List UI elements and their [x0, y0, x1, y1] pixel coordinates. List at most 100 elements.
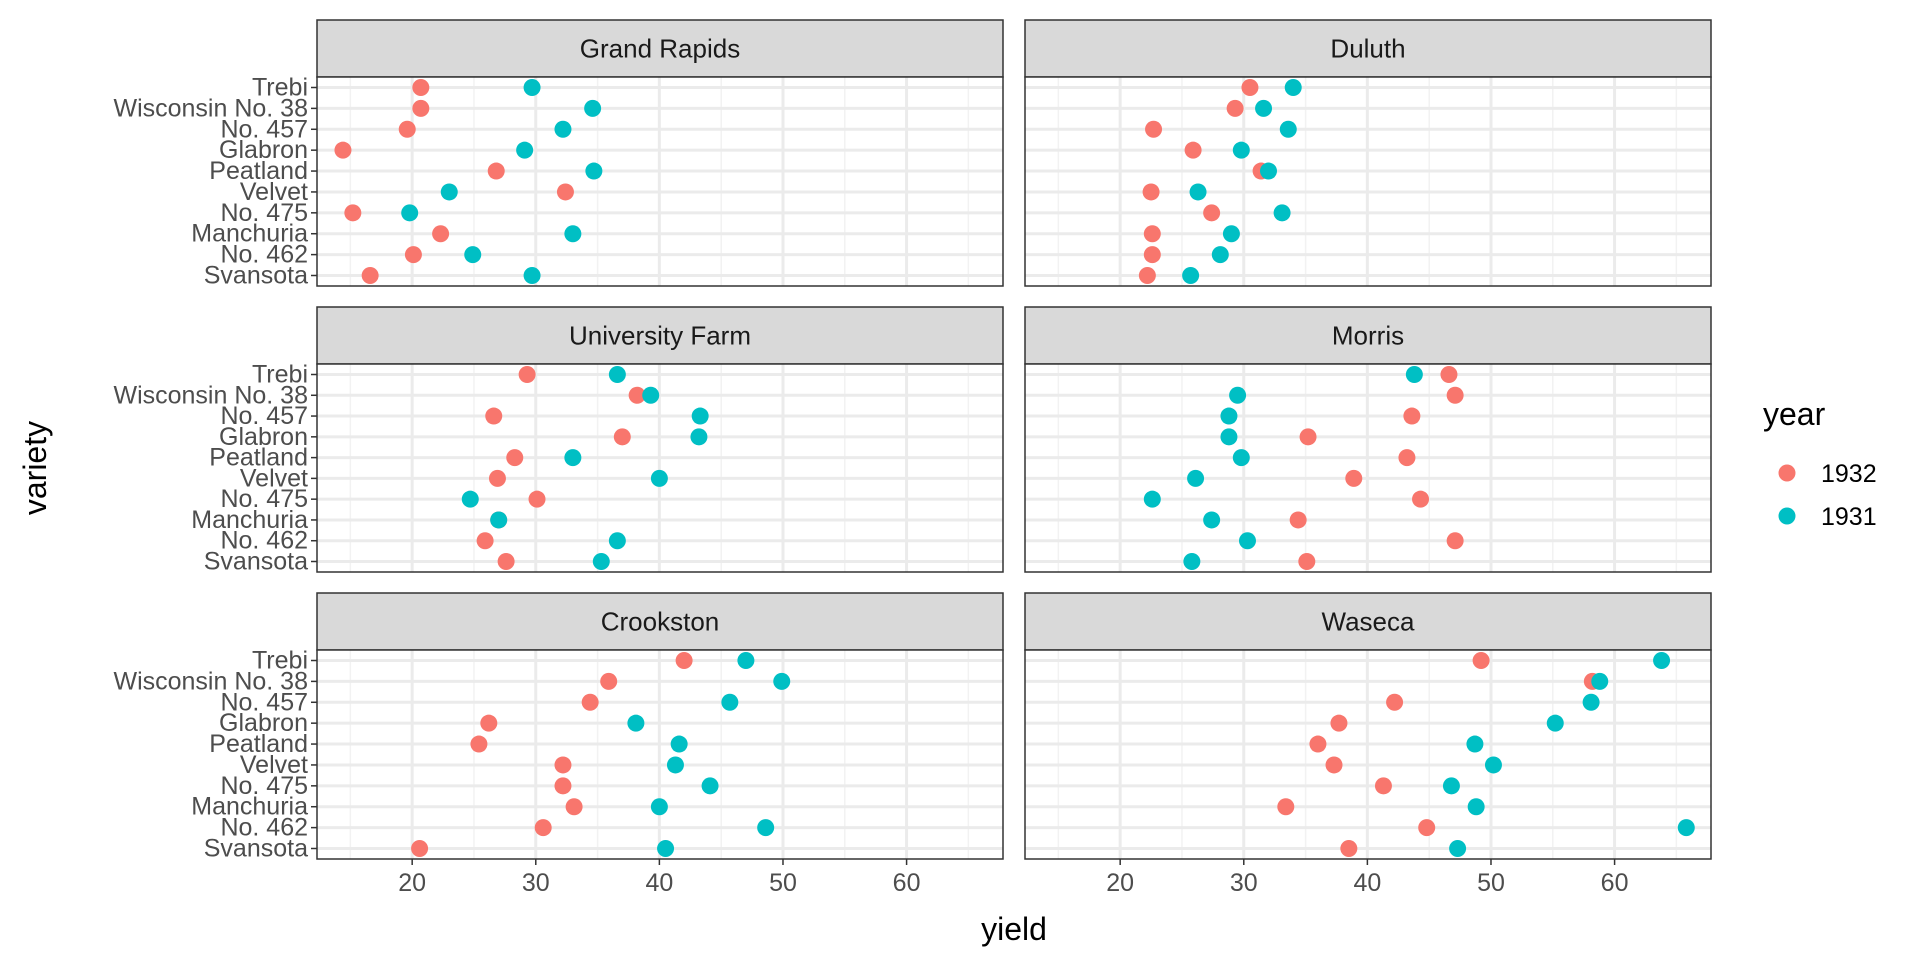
point-1932-duluth-trebi [1241, 79, 1259, 96]
point-1932-waseca-svansota [1340, 840, 1358, 857]
y-tick-label-glabron: Glabron [219, 423, 308, 451]
point-1932-university-farm-trebi [518, 366, 536, 383]
y-tick-label-svansota: Svansota [204, 548, 308, 576]
point-1932-university-farm-velvet [488, 469, 506, 487]
strip-label-university-farm: University Farm [569, 321, 751, 351]
point-1931-morris-no-457 [1220, 407, 1238, 425]
point-1932-grand-rapids-peatland [487, 162, 505, 180]
point-1932-duluth-glabron [1184, 141, 1202, 159]
point-1931-waseca-svansota [1449, 840, 1467, 857]
point-1931-duluth-wisconsin-no-38 [1255, 99, 1273, 117]
point-1932-grand-rapids-trebi [412, 79, 430, 96]
point-1931-waseca-wisconsin-no-38 [1591, 672, 1609, 690]
y-tick-label-no-457: No. 457 [220, 402, 308, 430]
point-1932-waseca-velvet [1325, 756, 1343, 774]
y-tick-label-trebi: Trebi [252, 74, 308, 102]
point-1931-morris-no-462 [1238, 532, 1256, 550]
point-1931-crookston-manchuria [650, 798, 668, 816]
point-1932-crookston-wisconsin-no-38 [600, 672, 618, 690]
strip-label-morris: Morris [1332, 321, 1404, 351]
y-tick-label-no-462: No. 462 [220, 241, 308, 269]
point-1932-crookston-glabron [480, 714, 498, 732]
point-1931-university-farm-no-475 [461, 490, 479, 508]
point-1932-waseca-no-475 [1374, 777, 1392, 795]
y-tick-label-wisconsin-no-38: Wisconsin No. 38 [113, 381, 308, 409]
x-tick-label-40: 40 [645, 869, 673, 897]
point-1932-morris-no-457 [1403, 407, 1421, 425]
y-axis-title: variety [17, 421, 53, 515]
y-tick-label-no-462: No. 462 [220, 814, 308, 842]
point-1932-duluth-wisconsin-no-38 [1226, 99, 1244, 117]
y-tick-label-manchuria: Manchuria [191, 793, 308, 821]
point-1931-crookston-svansota [657, 840, 675, 857]
point-1932-crookston-svansota [411, 840, 429, 857]
point-1932-university-farm-svansota [497, 553, 515, 570]
point-1932-grand-rapids-glabron [334, 141, 352, 159]
y-tick-label-no-475: No. 475 [220, 199, 308, 227]
point-1932-waseca-peatland [1309, 735, 1327, 753]
point-1931-university-farm-velvet [650, 469, 668, 487]
strip-morris [1024, 306, 1712, 365]
point-1931-crookston-velvet [666, 756, 684, 774]
point-1931-grand-rapids-no-462 [464, 246, 482, 264]
point-1932-grand-rapids-no-462 [404, 246, 422, 264]
x-tick-label-60: 60 [1601, 869, 1629, 897]
point-1931-morris-peatland [1232, 449, 1250, 467]
point-1931-duluth-glabron [1232, 141, 1250, 159]
y-tick-label-svansota: Svansota [204, 262, 308, 290]
strip-label-crookston: Crookston [601, 607, 720, 637]
point-1932-university-farm-no-475 [528, 490, 546, 508]
point-1931-waseca-trebi [1653, 652, 1671, 669]
point-1931-crookston-glabron [627, 714, 645, 732]
point-1932-grand-rapids-no-475 [344, 204, 362, 222]
y-tick-label-velvet: Velvet [240, 751, 308, 779]
point-1931-waseca-no-457 [1582, 693, 1600, 711]
y-tick-label-glabron: Glabron [219, 136, 308, 164]
panel-border-university-farm [316, 363, 1004, 573]
panel-border-duluth [1024, 76, 1712, 287]
point-1932-waseca-trebi [1472, 652, 1490, 669]
legend-key-1932 [1778, 464, 1796, 482]
strip-grand-rapids [316, 19, 1004, 78]
point-1931-morris-wisconsin-no-38 [1229, 386, 1247, 404]
strip-label-waseca: Waseca [1322, 607, 1415, 637]
point-1931-crookston-no-457 [721, 693, 739, 711]
point-1931-crookston-wisconsin-no-38 [773, 672, 791, 690]
point-1931-crookston-no-475 [701, 777, 719, 795]
point-1931-grand-rapids-trebi [523, 79, 541, 96]
y-tick-label-wisconsin-no-38: Wisconsin No. 38 [113, 667, 308, 695]
point-1932-morris-wisconsin-no-38 [1446, 386, 1464, 404]
point-1931-duluth-trebi [1284, 79, 1302, 96]
point-1932-crookston-velvet [554, 756, 572, 774]
point-1931-duluth-no-462 [1211, 246, 1229, 264]
y-tick-label-no-462: No. 462 [220, 527, 308, 555]
point-1931-duluth-no-475 [1273, 204, 1291, 222]
point-1932-duluth-svansota [1138, 267, 1156, 284]
strip-label-grand-rapids: Grand Rapids [580, 34, 740, 64]
x-tick-label-60: 60 [893, 869, 921, 897]
legend-title: year [1763, 396, 1826, 432]
point-1932-waseca-no-462 [1418, 819, 1436, 837]
point-1931-morris-glabron [1220, 428, 1238, 446]
point-1931-university-farm-trebi [608, 366, 626, 383]
point-1932-morris-svansota [1298, 553, 1316, 570]
point-1932-grand-rapids-wisconsin-no-38 [412, 99, 430, 117]
point-1932-waseca-glabron [1330, 714, 1348, 732]
point-1931-duluth-velvet [1189, 183, 1207, 201]
point-1931-grand-rapids-glabron [516, 141, 534, 159]
point-1932-crookston-peatland [470, 735, 488, 753]
point-1932-grand-rapids-manchuria [432, 225, 450, 243]
y-tick-label-manchuria: Manchuria [191, 506, 308, 534]
point-1931-crookston-trebi [737, 652, 755, 669]
point-1931-morris-trebi [1405, 366, 1423, 383]
y-tick-label-wisconsin-no-38: Wisconsin No. 38 [113, 94, 308, 122]
strip-duluth [1024, 19, 1712, 78]
point-1931-morris-velvet [1187, 469, 1205, 487]
y-tick-label-peatland: Peatland [209, 730, 308, 758]
y-tick-label-svansota: Svansota [204, 835, 308, 863]
point-1931-waseca-velvet [1484, 756, 1502, 774]
point-1932-grand-rapids-no-457 [398, 120, 416, 138]
legend-key-1931 [1778, 507, 1796, 525]
point-1931-crookston-peatland [670, 735, 688, 753]
